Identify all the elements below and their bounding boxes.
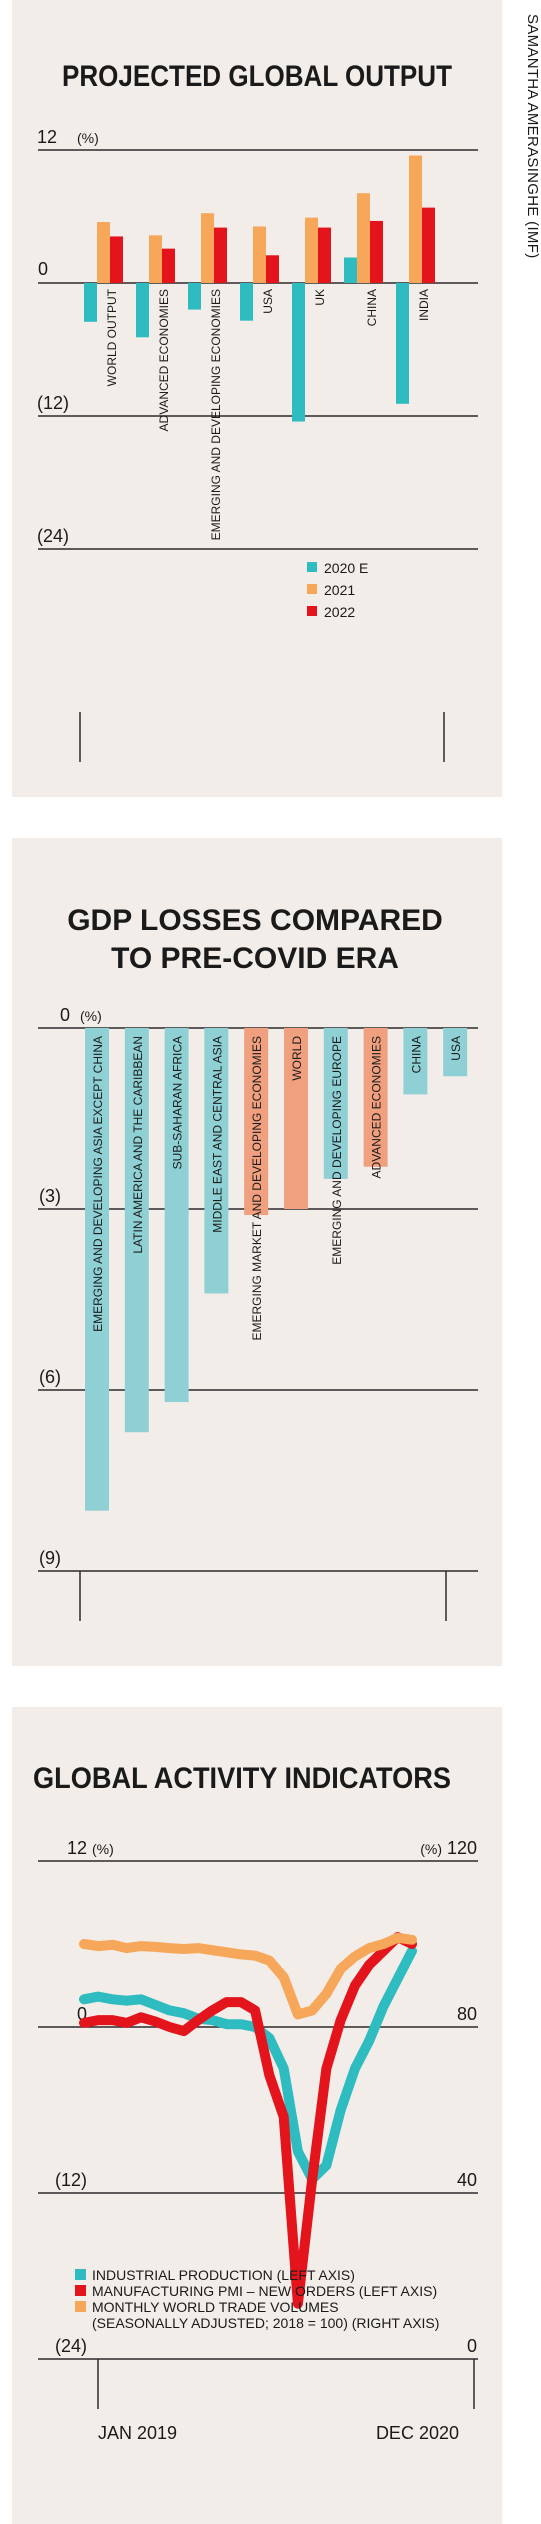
bar <box>323 1028 348 1179</box>
legend-label: MANUFACTURING PMI – NEW ORDERS (LEFT AXI… <box>92 2283 437 2299</box>
category-label: ADVANCED ECONOMIES <box>370 1036 384 1178</box>
photo-credit: SAMANTHA AMERASINGHE (IMF) <box>524 14 541 259</box>
y-tick-label: 0 <box>60 1005 70 1025</box>
right-y-tick-label: 40 <box>457 2170 477 2190</box>
gdp-losses-chart: GDP LOSSES COMPARED TO PRE-COVID ERA 0 (%) (… <box>38 904 478 1621</box>
bar <box>124 1028 149 1433</box>
y-unit-label: (%) <box>77 130 99 146</box>
category-label: EMERGING AND DEVELOPING EUROPE <box>330 1036 344 1265</box>
bar <box>188 283 201 310</box>
category-label: EMERGING MARKET AND DEVELOPING ECONOMIES <box>250 1036 264 1341</box>
legend-label-detail: (SEASONALLY ADJUSTED; 2018 = 100) (RIGHT… <box>92 2315 439 2331</box>
legend-swatch <box>307 562 317 572</box>
legend-label: 2021 <box>324 582 355 598</box>
bar <box>305 217 318 283</box>
bar <box>84 283 97 322</box>
bar <box>149 235 162 283</box>
y-tick-label: (6) <box>39 1367 61 1387</box>
legend-label: MONTHLY WORLD TRADE VOLUMES <box>92 2299 339 2315</box>
bar <box>85 1028 109 1511</box>
right-y-tick-label: 0 <box>467 2336 477 2356</box>
projected-global-output-panel: PROJECTED GLOBAL OUTPUT 12 (%) 0 (12) (24) WOR… <box>12 0 502 797</box>
series-line <box>79 1932 417 2020</box>
bar <box>363 1028 388 1167</box>
bar <box>357 193 370 283</box>
chart-title: PROJECTED GLOBAL OUTPUT <box>62 60 452 93</box>
category-label: EMERGING AND DEVELOPING ASIA EXCEPT CHIN… <box>91 1036 105 1332</box>
category-label: USA <box>449 1036 463 1061</box>
bar <box>266 255 279 283</box>
chart-title-line: TO PRE-COVID ERA <box>111 942 399 975</box>
category-label: WORLD <box>290 1036 304 1081</box>
gdp-losses-panel: GDP LOSSES COMPARED TO PRE-COVID ERA 0 (%) (… <box>12 838 502 1666</box>
right-y-tick-label: 120 <box>447 1838 477 1858</box>
legend-label: INDUSTRIAL PRODUCTION (LEFT AXIS) <box>92 2267 355 2283</box>
legend-swatch <box>75 2269 86 2280</box>
left-unit-label: (%) <box>92 1841 114 1857</box>
category-label: CHINA <box>365 289 379 326</box>
bar <box>318 227 331 283</box>
bar <box>214 227 227 283</box>
chart-title-line: GDP LOSSES COMPARED <box>67 904 443 937</box>
bar <box>110 236 123 283</box>
left-y-tick-label: 12 <box>67 1838 87 1858</box>
global-activity-panel: GLOBAL ACTIVITY INDICATORS 12 (%) 0 (12) (24)… <box>12 1707 502 2524</box>
series-line <box>79 1932 417 2309</box>
right-unit-label: (%) <box>420 1841 442 1857</box>
category-label: SUB-SAHARAN AFRICA <box>171 1036 185 1169</box>
bar <box>162 248 175 283</box>
bar <box>136 283 149 338</box>
bar <box>284 1028 308 1209</box>
category-label: USA <box>261 289 275 314</box>
y-tick-label: (12) <box>37 393 69 413</box>
global-activity-chart: GLOBAL ACTIVITY INDICATORS 12 (%) 0 (12) (24)… <box>33 1762 478 2443</box>
right-y-tick-label: 80 <box>457 2004 477 2024</box>
bar <box>370 220 383 283</box>
category-label: LATIN AMERICA AND THE CARIBBEAN <box>131 1036 145 1254</box>
category-label: CHINA <box>409 1036 423 1073</box>
y-unit-label: (%) <box>80 1008 102 1024</box>
legend-swatch <box>307 606 317 616</box>
x-tick-label: DEC 2020 <box>376 2423 459 2443</box>
y-tick-label: (3) <box>39 1186 61 1206</box>
left-y-tick-label: (24) <box>55 2336 87 2356</box>
category-label: UK <box>313 289 327 306</box>
y-tick-label: 0 <box>38 259 48 279</box>
x-tick-label: JAN 2019 <box>98 2423 177 2443</box>
bar <box>201 213 214 283</box>
left-y-tick-label: (12) <box>55 2170 87 2190</box>
category-label: WORLD OUTPUT <box>105 288 119 386</box>
bar <box>422 207 435 283</box>
bar <box>204 1028 229 1294</box>
category-label: ADVANCED ECONOMIES <box>157 289 171 431</box>
bar <box>240 283 253 321</box>
legend-swatch <box>307 584 317 594</box>
bar <box>253 226 266 283</box>
bar <box>396 283 409 404</box>
category-label: EMERGING AND DEVELOPING ECONOMIES <box>209 289 223 540</box>
bar <box>292 283 305 422</box>
legend-swatch <box>75 2285 86 2296</box>
category-label: MIDDLE EAST AND CENTRAL ASIA <box>210 1036 224 1233</box>
legend-label: 2022 <box>324 604 355 620</box>
legend-label: 2020 E <box>324 560 368 576</box>
bar <box>443 1028 468 1077</box>
left-y-tick-label: 0 <box>77 2004 87 2024</box>
y-tick-label: 12 <box>37 127 57 147</box>
projected-global-output-chart: PROJECTED GLOBAL OUTPUT 12 (%) 0 (12) (24) WOR… <box>37 60 478 762</box>
bar <box>244 1028 269 1216</box>
series-line <box>79 1945 417 2185</box>
bar <box>344 257 357 283</box>
bar <box>403 1028 428 1095</box>
y-tick-label: (9) <box>39 1548 61 1568</box>
category-label: INDIA <box>417 289 431 321</box>
y-tick-label: (24) <box>37 526 69 546</box>
legend-swatch <box>75 2301 86 2312</box>
chart-title: GLOBAL ACTIVITY INDICATORS <box>33 1762 451 1795</box>
bar <box>97 222 110 283</box>
bar <box>164 1028 189 1403</box>
bar <box>409 155 422 283</box>
